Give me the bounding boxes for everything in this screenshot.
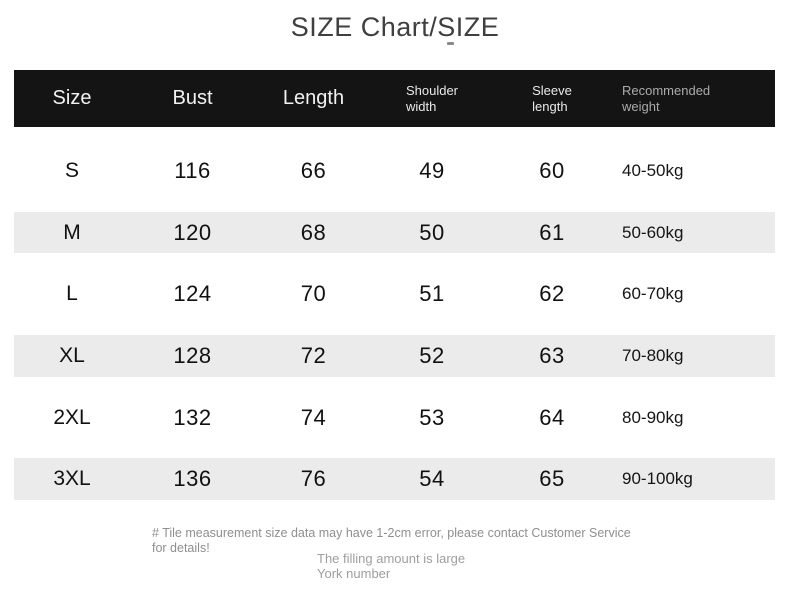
- header-bust-label: Bust: [172, 87, 213, 109]
- page-title: SIZE Chart/SIZE: [290, 12, 500, 42]
- cell-recommended-weight: 80-90kg: [622, 407, 684, 427]
- header-length-label: Length: [282, 87, 345, 109]
- cell-size: L: [66, 282, 78, 306]
- table-row: XL 128 72 52 63 70-80kg: [14, 325, 775, 387]
- cell-size: S: [64, 158, 79, 182]
- header-shoulder-width-line2: width: [405, 98, 437, 114]
- cell-recommended-weight: 50-60kg: [622, 222, 684, 242]
- header-length: Length: [255, 70, 372, 127]
- cell-length: 74: [300, 404, 327, 430]
- header-size: Size: [14, 70, 130, 127]
- header-recommended-weight-line1: Recommended: [622, 83, 711, 99]
- table-body: S 116 66 49 60 40-50kg M 120 68 50 61 50-60kg L 124 70…: [14, 140, 775, 510]
- cell-shoulder-width: 49: [419, 157, 445, 183]
- cell-bust: 120: [173, 219, 212, 245]
- table-row: 3XL 136 76 54 65 90-100kg: [14, 448, 775, 510]
- measurement-note: # Tile measurement size data may have 1-…: [152, 526, 631, 556]
- cell-size: XL: [59, 343, 85, 367]
- cell-length: 72: [300, 342, 327, 368]
- cell-length: 76: [300, 466, 327, 492]
- filling-note-line1: The filling amount is large: [317, 551, 466, 566]
- title-dash-mark: [447, 42, 454, 45]
- header-recommended-weight-line2: weight: [622, 98, 660, 114]
- cell-sleeve-length: 60: [539, 157, 565, 183]
- cell-bust: 124: [173, 281, 212, 307]
- header-size-label: Size: [52, 87, 92, 109]
- cell-length: 66: [300, 157, 327, 183]
- cell-shoulder-width: 53: [419, 404, 445, 430]
- cell-sleeve-length: 63: [539, 342, 565, 368]
- cell-bust: 132: [173, 404, 212, 430]
- table-row: S 116 66 49 60 40-50kg: [14, 140, 775, 202]
- cell-bust: 136: [173, 466, 212, 492]
- cell-shoulder-width: 52: [419, 342, 445, 368]
- header-sleeve-length-line1: Sleeve: [532, 83, 572, 99]
- cell-recommended-weight: 90-100kg: [622, 469, 693, 489]
- cell-shoulder-width: 51: [419, 281, 445, 307]
- table-row: M 120 68 50 61 50-60kg: [14, 202, 775, 264]
- cell-sleeve-length: 64: [539, 404, 565, 430]
- cell-sleeve-length: 65: [539, 466, 565, 492]
- header-sleeve-length-line2: length: [532, 98, 568, 114]
- cell-size: 2XL: [53, 405, 91, 429]
- header-shoulder-width-line1: Shoulder: [405, 83, 459, 99]
- header-sleeve-length: Sleeve length: [492, 70, 612, 127]
- filling-note: The filling amount is large York number: [317, 551, 465, 582]
- cell-shoulder-width: 50: [419, 219, 445, 245]
- cell-recommended-weight: 70-80kg: [622, 345, 684, 365]
- header-bust: Bust: [130, 70, 255, 127]
- cell-sleeve-length: 61: [539, 219, 565, 245]
- cell-recommended-weight: 60-70kg: [622, 284, 684, 304]
- cell-length: 68: [300, 219, 327, 245]
- header-recommended-weight: Recommended weight: [612, 70, 775, 127]
- table-header-row: Size Bust Length Shoulder width Sleeve l…: [14, 70, 775, 127]
- cell-size: 3XL: [53, 467, 91, 491]
- cell-bust: 128: [173, 342, 212, 368]
- table-row: 2XL 132 74 53 64 80-90kg: [14, 387, 775, 449]
- cell-recommended-weight: 40-50kg: [622, 160, 684, 180]
- cell-sleeve-length: 62: [539, 281, 565, 307]
- cell-length: 70: [300, 281, 327, 307]
- size-table: Size Bust Length Shoulder width Sleeve l…: [14, 70, 775, 510]
- cell-shoulder-width: 54: [419, 466, 445, 492]
- cell-size: M: [63, 220, 81, 244]
- cell-bust: 116: [174, 157, 211, 183]
- table-row: L 124 70 51 62 60-70kg: [14, 263, 775, 325]
- filling-note-line2: York number: [317, 566, 391, 582]
- header-shoulder-width: Shoulder width: [372, 70, 492, 127]
